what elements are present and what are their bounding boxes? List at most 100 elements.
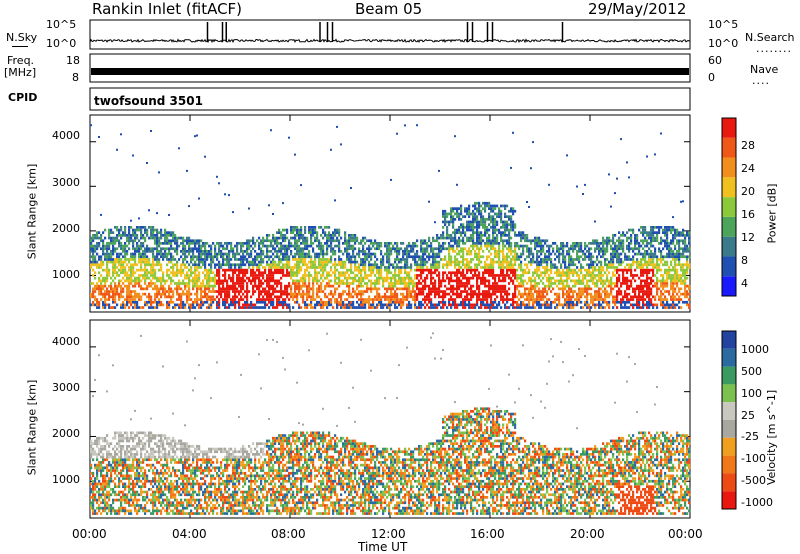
power-range-cell — [506, 204, 509, 208]
power-range-cell — [254, 242, 257, 245]
power-range-cell — [434, 284, 437, 288]
power-range-cell — [218, 274, 221, 277]
power-range-cell — [412, 255, 415, 259]
power-range-cell — [414, 252, 417, 256]
power-range-cell — [180, 263, 183, 267]
power-range-cell — [488, 255, 491, 259]
power-range-cell — [496, 250, 499, 253]
power-range-cell — [120, 236, 123, 240]
power-range-cell — [546, 290, 549, 293]
power-range-cell — [262, 287, 265, 291]
power-range-cell — [460, 212, 463, 216]
power-range-cell — [464, 263, 467, 267]
power-range-cell — [310, 228, 313, 232]
power-range-cell — [464, 284, 467, 288]
power-range-cell — [222, 247, 225, 251]
power-range-cell — [150, 228, 153, 232]
power-range-cell — [452, 226, 455, 229]
power-range-cell — [280, 292, 283, 296]
power-range-cell — [264, 306, 267, 309]
power-range-cell — [198, 266, 201, 269]
power-range-cell — [402, 242, 405, 245]
power-range-cell — [570, 298, 573, 301]
power-range-cell — [92, 247, 95, 251]
power-range-cell — [272, 274, 275, 277]
power-range-cell — [426, 276, 429, 280]
power-range-cell — [420, 282, 423, 285]
power-range-cell — [294, 282, 297, 285]
power-range-cell — [324, 268, 327, 272]
power-range-cell — [268, 274, 271, 277]
power-range-cell — [408, 252, 411, 256]
power-range-cell — [274, 247, 277, 251]
power-range-cell — [138, 268, 141, 272]
power-range-cell — [352, 247, 355, 251]
power-range-cell — [468, 228, 471, 232]
power-range-cell — [428, 306, 431, 309]
power-range-cell — [100, 260, 103, 264]
power-range-cell — [272, 303, 275, 307]
power-range-cell — [240, 298, 243, 301]
power-range-cell — [360, 282, 363, 285]
power-range-cell — [488, 204, 491, 208]
power-range-cell — [246, 282, 249, 285]
power-range-cell — [276, 268, 279, 272]
power-range-cell — [460, 250, 463, 253]
power-range-cell — [278, 255, 281, 259]
power-range-cell — [406, 287, 409, 291]
power-range-cell — [126, 239, 129, 243]
power-range-cell — [388, 276, 391, 280]
power-range-cell — [532, 279, 535, 283]
power-range-cell — [362, 276, 365, 280]
power-range-cell — [420, 287, 423, 291]
power-range-cell — [120, 303, 123, 307]
power-range-cell — [164, 290, 167, 293]
power-range-cell — [500, 292, 503, 296]
power-range-cell — [540, 247, 543, 251]
power-range-cell — [470, 228, 473, 232]
power-range-cell — [200, 239, 203, 243]
power-range-cell — [488, 223, 491, 226]
power-range-cell — [352, 250, 355, 253]
power-range-cell — [142, 292, 145, 296]
power-range-cell — [96, 282, 99, 285]
power-range-cell — [590, 247, 593, 251]
power-range-cell — [320, 268, 323, 272]
power-range-cell — [498, 300, 501, 304]
power-range-cell — [350, 244, 353, 248]
power-range-cell — [366, 247, 369, 251]
power-range-cell — [106, 268, 109, 272]
power-range-cell — [286, 295, 289, 299]
power-range-cell — [320, 244, 323, 248]
power-range-cell — [394, 247, 397, 251]
power-range-cell — [202, 263, 205, 267]
power-range-cell — [504, 298, 507, 301]
power-range-cell — [224, 298, 227, 301]
power-range-cell — [530, 276, 533, 280]
power-range-cell — [152, 250, 155, 253]
power-range-cell — [484, 276, 487, 280]
power-range-cell — [576, 252, 579, 256]
power-range-cell — [308, 226, 311, 229]
power-range-cell — [382, 255, 385, 259]
power-range-cell — [176, 292, 179, 296]
power-range-cell — [120, 252, 123, 256]
power-range-cell — [294, 266, 297, 269]
power-range-cell — [380, 263, 383, 267]
power-range-cell — [168, 287, 171, 291]
power-range-cell — [492, 209, 495, 213]
power-range-cell — [420, 292, 423, 296]
power-range-cell — [282, 244, 285, 248]
power-range-cell — [118, 239, 121, 243]
power-range-cell — [266, 236, 269, 240]
power-range-cell — [484, 226, 487, 229]
power-range-cell — [464, 287, 467, 291]
power-range-cell — [192, 250, 195, 253]
power-range-cell — [472, 247, 475, 251]
power-range-cell — [430, 244, 433, 248]
power-range-cell — [458, 282, 461, 285]
power-range-cell — [156, 244, 159, 248]
power-range-cell — [584, 252, 587, 256]
power-range-cell — [510, 207, 513, 210]
power-range-cell — [454, 260, 457, 264]
